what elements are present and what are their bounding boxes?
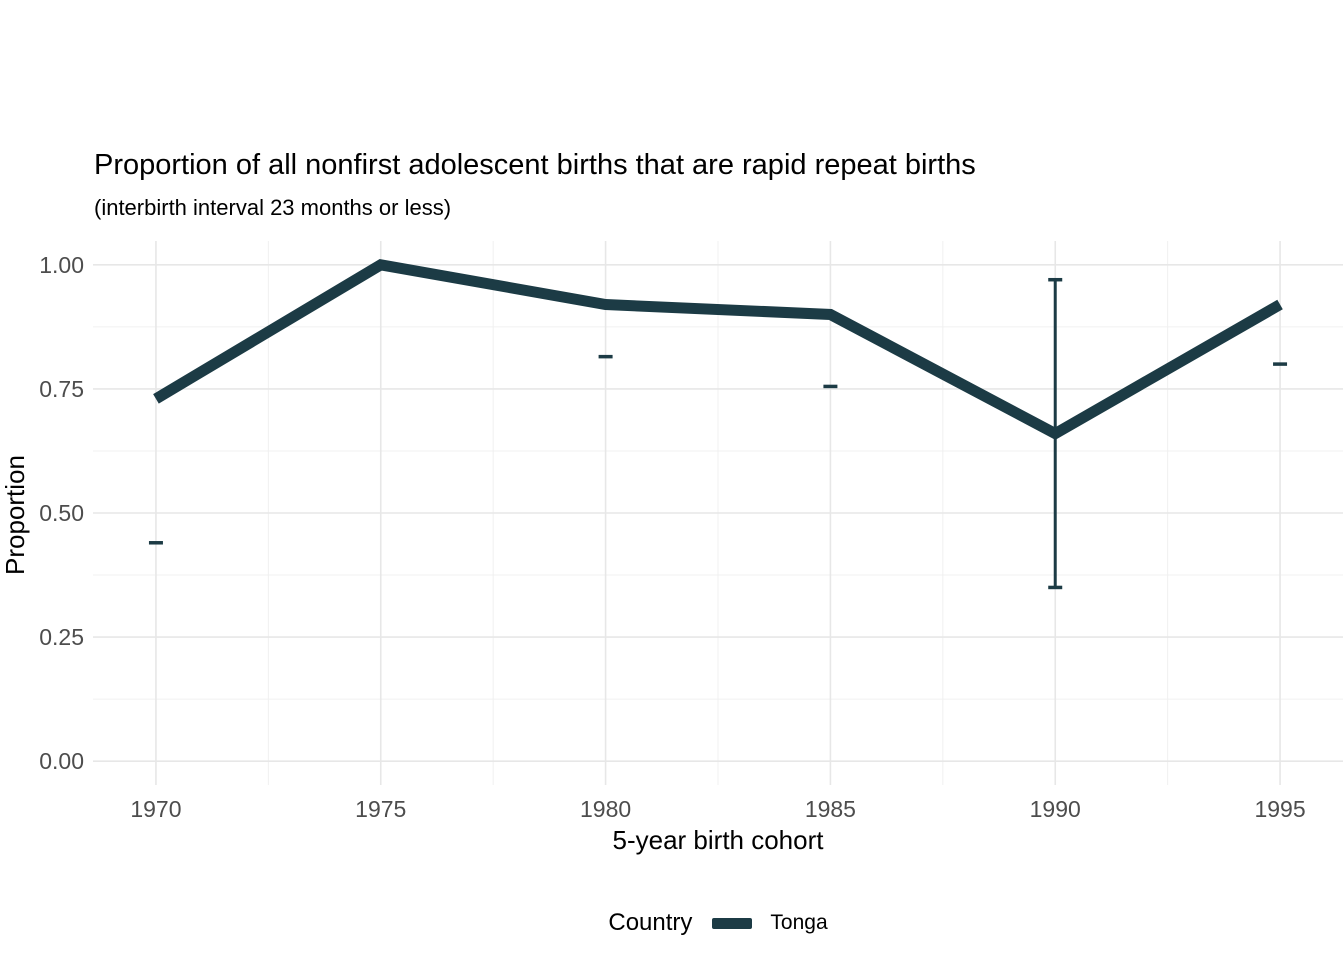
x-tick-label: 1980 — [579, 796, 632, 822]
x-tick-label: 1975 — [355, 796, 407, 822]
plot-area — [93, 241, 1343, 785]
x-tick-label: 1990 — [1029, 796, 1081, 822]
legend-entry-label: Tonga — [770, 911, 828, 934]
x-tick-label: 1985 — [804, 796, 856, 822]
series-line-tonga — [153, 259, 1283, 440]
x-tick-label: 1995 — [1254, 796, 1306, 822]
y-tick-label: 0.00 — [39, 748, 84, 775]
legend-title: Country — [608, 909, 693, 936]
chart-title: Proportion of all nonfirst adolescent bi… — [94, 149, 976, 181]
legend: Country Tonga — [93, 906, 1343, 940]
legend-key-line — [712, 917, 753, 929]
y-tick-label: 1.00 — [39, 251, 84, 278]
x-tick-label: 1970 — [130, 796, 182, 822]
chart-svg — [93, 241, 1343, 785]
y-tick-label: 0.50 — [39, 500, 84, 526]
y-tick-label: 0.25 — [39, 624, 84, 651]
y-tick-label: 0.75 — [39, 375, 84, 402]
x-axis-title: 5-year birth cohort — [612, 825, 824, 855]
chart-subtitle: (interbirth interval 23 months or less) — [94, 195, 452, 220]
